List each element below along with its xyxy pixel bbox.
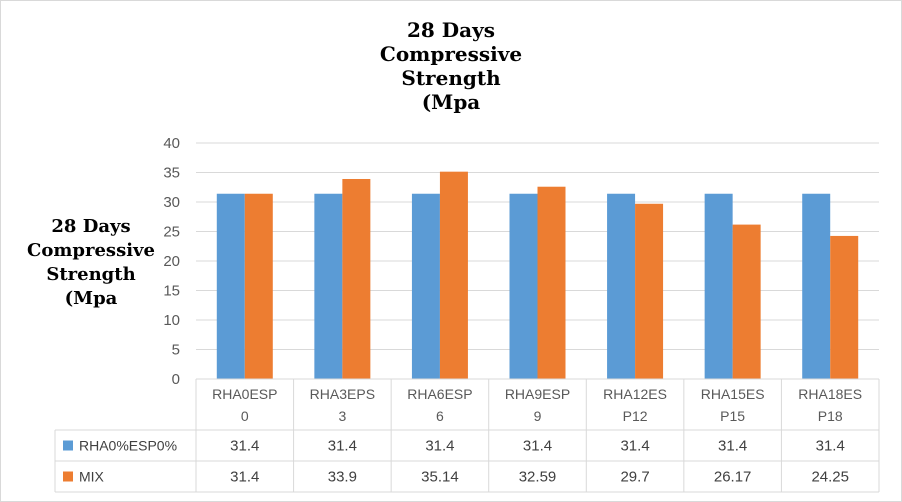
ylabel-line: Compressive <box>27 240 155 261</box>
category-label: RHA9ESP <box>505 386 570 402</box>
legend-label: RHA0%ESP0% <box>79 438 177 454</box>
category-label: RHA18ES <box>798 386 862 402</box>
category-label: RHA0ESP <box>212 386 277 402</box>
chart-title: 28 Days Compressive Strength (Mpa <box>380 18 522 114</box>
bar <box>802 193 831 379</box>
bar <box>342 178 371 379</box>
data-label: 24.25 <box>811 469 849 486</box>
category-label: 6 <box>436 408 444 424</box>
category-label: RHA6ESP <box>407 386 472 402</box>
bar <box>732 224 761 379</box>
bar <box>537 186 566 379</box>
bar <box>314 193 343 379</box>
title-line: 28 Days <box>407 18 495 42</box>
title-line: (Mpa <box>422 90 481 114</box>
data-label: 31.4 <box>230 469 259 486</box>
data-label: 31.4 <box>230 438 259 455</box>
bar <box>635 203 664 379</box>
bar <box>244 193 273 379</box>
y-tick-label: 35 <box>163 165 180 182</box>
y-tick-label: 40 <box>163 135 180 152</box>
bar <box>704 193 733 379</box>
bar <box>411 193 440 379</box>
bar <box>509 193 538 379</box>
y-tick-label: 0 <box>172 371 180 388</box>
data-label: 29.7 <box>620 469 649 486</box>
category-label: P15 <box>720 408 745 424</box>
bar <box>439 171 468 379</box>
category-label: 3 <box>338 408 346 424</box>
y-axis-title: 28 Days Compressive Strength (Mpa <box>27 216 155 309</box>
y-tick-label: 15 <box>163 283 180 300</box>
data-label: 35.14 <box>421 469 459 486</box>
category-label: RHA12ES <box>603 386 667 402</box>
legend-label: MIX <box>79 469 105 485</box>
ylabel-line: (Mpa <box>65 288 118 309</box>
category-label: P18 <box>818 408 843 424</box>
data-label: 32.59 <box>519 469 557 486</box>
ylabel-line: Strength <box>46 264 135 285</box>
y-tick-label: 30 <box>163 194 180 211</box>
data-label: 31.4 <box>816 438 845 455</box>
data-label: 26.17 <box>714 469 752 486</box>
category-label: 0 <box>241 408 249 424</box>
title-line: Strength <box>401 66 501 90</box>
data-label: 33.9 <box>328 469 357 486</box>
data-label: 31.4 <box>620 438 649 455</box>
ylabel-line: 28 Days <box>51 216 130 237</box>
category-label: P12 <box>623 408 648 424</box>
bars <box>216 171 859 379</box>
y-tick-label: 20 <box>163 253 180 270</box>
y-axis-ticks: 0 5 10 15 20 25 30 35 40 <box>163 135 180 388</box>
data-label: 31.4 <box>523 438 552 455</box>
legend-swatch <box>63 440 73 451</box>
y-tick-label: 10 <box>163 312 180 329</box>
y-tick-label: 5 <box>172 342 180 359</box>
title-line: Compressive <box>380 42 522 66</box>
category-label: RHA15ES <box>701 386 765 402</box>
category-label: RHA3EPS <box>310 386 375 402</box>
legend-swatch <box>63 471 73 482</box>
data-label: 31.4 <box>328 438 357 455</box>
data-table: RHA0ESP 0 RHA3EPS 3 RHA6ESP 6 RHA9ESP 9 RHA12ES P… <box>54 378 880 493</box>
bar <box>607 193 636 379</box>
y-tick-label: 25 <box>163 224 180 241</box>
data-label: 31.4 <box>425 438 454 455</box>
data-label: 31.4 <box>718 438 747 455</box>
bar <box>216 193 245 379</box>
bar <box>830 235 859 379</box>
category-label: 9 <box>534 408 542 424</box>
